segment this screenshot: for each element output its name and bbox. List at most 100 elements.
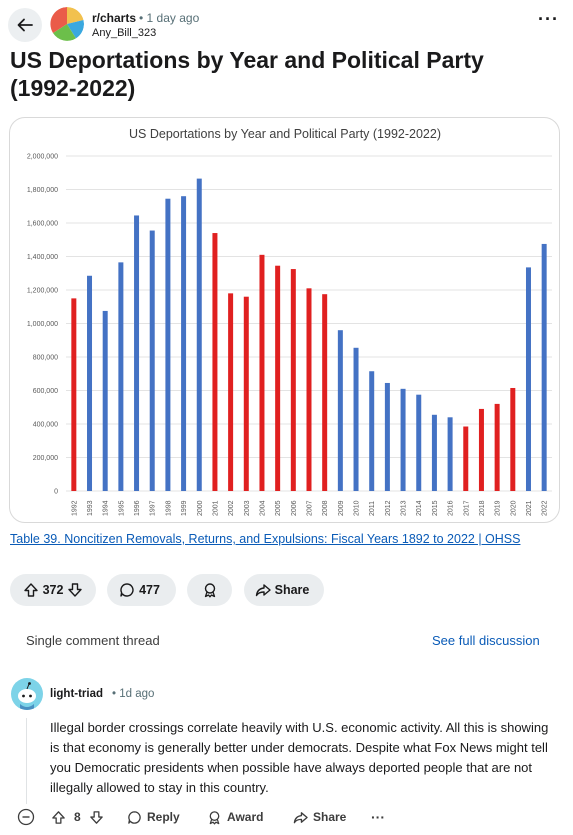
x-tick-label: 2015 bbox=[432, 500, 439, 516]
y-tick-label: 200,000 bbox=[33, 455, 58, 462]
bar-2000 bbox=[196, 178, 202, 492]
pie-chart-icon bbox=[50, 7, 84, 41]
bar-2008 bbox=[322, 294, 328, 491]
comment-downvote-button[interactable] bbox=[89, 806, 104, 828]
thread-line[interactable] bbox=[26, 718, 27, 804]
comment-upvote-button[interactable] bbox=[51, 806, 66, 828]
y-tick-label: 1,600,000 bbox=[27, 221, 58, 228]
comment-username[interactable]: light-triad bbox=[50, 688, 104, 700]
vote-count: 372 bbox=[42, 583, 64, 597]
post-actions: 372 477 Share bbox=[0, 574, 573, 608]
x-tick-label: 2014 bbox=[416, 500, 423, 516]
y-tick-label: 1,800,000 bbox=[27, 187, 58, 194]
arrow-left-icon bbox=[17, 18, 33, 32]
x-tick-label: 1994 bbox=[103, 500, 110, 516]
bar-2005 bbox=[275, 265, 281, 491]
y-tick-label: 1,200,000 bbox=[27, 288, 58, 295]
award-label: Award bbox=[227, 810, 264, 824]
bar-2022 bbox=[541, 243, 547, 491]
y-tick-label: 600,000 bbox=[33, 388, 58, 395]
bar-2009 bbox=[337, 330, 343, 491]
x-tick-label: 2011 bbox=[369, 501, 376, 516]
x-tick-label: 1998 bbox=[165, 500, 172, 516]
reply-label: Reply bbox=[147, 810, 180, 824]
comment-avatar[interactable] bbox=[11, 678, 43, 710]
y-tick-label: 2,000,000 bbox=[27, 154, 58, 161]
bar-1994 bbox=[102, 310, 108, 491]
upvote-icon bbox=[52, 810, 65, 824]
upvote-icon[interactable] bbox=[23, 582, 39, 598]
x-tick-label: 1993 bbox=[87, 500, 94, 516]
x-tick-label: 2007 bbox=[307, 500, 314, 516]
share-icon bbox=[293, 811, 308, 823]
bar-2011 bbox=[369, 371, 375, 491]
comment-award-button[interactable]: Award bbox=[207, 806, 263, 828]
downvote-icon[interactable] bbox=[67, 582, 83, 598]
y-tick-label: 800,000 bbox=[33, 355, 58, 362]
award-button[interactable] bbox=[187, 574, 232, 606]
x-tick-label: 2009 bbox=[338, 500, 345, 516]
comments-button[interactable]: 477 bbox=[107, 574, 176, 606]
award-icon bbox=[202, 582, 218, 598]
see-full-discussion-link[interactable]: See full discussion bbox=[432, 633, 540, 648]
collapse-thread-button[interactable] bbox=[17, 806, 35, 828]
y-tick-label: 400,000 bbox=[33, 422, 58, 429]
bar-2012 bbox=[384, 382, 390, 491]
bar-2004 bbox=[259, 254, 265, 491]
x-tick-label: 2010 bbox=[354, 500, 361, 516]
share-button[interactable]: Share bbox=[244, 574, 324, 606]
x-tick-label: 1999 bbox=[181, 500, 188, 516]
bar-2019 bbox=[494, 403, 500, 491]
x-tick-label: 2003 bbox=[244, 500, 251, 516]
comment-more-button[interactable]: ··· bbox=[371, 809, 385, 825]
post-header: r/charts • 1 day ago Any_Bill_323 ··· bbox=[0, 0, 573, 48]
bar-1995 bbox=[118, 262, 124, 491]
x-tick-label: 2022 bbox=[542, 500, 549, 516]
snoo-avatar-icon bbox=[18, 682, 36, 710]
comment-vote-count: 8 bbox=[74, 810, 81, 824]
x-tick-label: 2012 bbox=[385, 500, 392, 516]
x-tick-label: 2002 bbox=[228, 500, 235, 516]
comment-share-button[interactable]: Share bbox=[293, 806, 346, 828]
subreddit-name[interactable]: r/charts bbox=[92, 11, 137, 25]
comment-count: 477 bbox=[139, 583, 160, 597]
chart-image[interactable]: US Deportations by Year and Political Pa… bbox=[9, 117, 560, 523]
comment-time: • 1d ago bbox=[112, 688, 155, 700]
bar-2003 bbox=[243, 296, 249, 491]
subreddit-avatar[interactable] bbox=[50, 7, 84, 41]
x-tick-label: 1992 bbox=[71, 500, 78, 516]
share-label: Share bbox=[274, 583, 310, 597]
bar-2013 bbox=[400, 388, 406, 491]
reply-button[interactable]: Reply bbox=[127, 806, 180, 828]
comment-share-label: Share bbox=[313, 810, 347, 824]
x-tick-label: 2016 bbox=[448, 500, 455, 516]
bar-1996 bbox=[134, 215, 140, 491]
x-tick-label: 2013 bbox=[401, 500, 408, 516]
back-button[interactable] bbox=[8, 8, 42, 42]
bar-1999 bbox=[181, 196, 187, 491]
bar-1997 bbox=[149, 230, 155, 491]
x-tick-label: 1997 bbox=[150, 500, 157, 516]
collapse-icon bbox=[17, 808, 35, 826]
x-tick-label: 1995 bbox=[118, 500, 125, 516]
bar-2001 bbox=[212, 233, 218, 492]
bar-2002 bbox=[228, 293, 234, 491]
post-title: US Deportations by Year and Political Pa… bbox=[10, 47, 484, 101]
bar-2017 bbox=[463, 426, 469, 491]
x-tick-label: 2001 bbox=[212, 500, 219, 516]
comment-icon bbox=[119, 582, 135, 598]
bar-2018 bbox=[478, 408, 484, 491]
x-tick-label: 2008 bbox=[322, 500, 329, 516]
downvote-icon bbox=[90, 810, 103, 824]
x-tick-label: 2017 bbox=[463, 500, 470, 516]
x-tick-label: 2018 bbox=[479, 500, 486, 516]
thread-label: Single comment thread bbox=[26, 633, 160, 648]
more-options-icon[interactable]: ··· bbox=[538, 9, 559, 29]
x-tick-label: 2000 bbox=[197, 500, 204, 516]
bar-1992 bbox=[71, 298, 77, 491]
source-link[interactable]: Table 39. Noncitizen Removals, Returns, … bbox=[10, 532, 521, 546]
bar-2006 bbox=[290, 269, 296, 491]
post-author[interactable]: Any_Bill_323 bbox=[92, 27, 157, 39]
bar-2020 bbox=[510, 387, 516, 491]
award-icon bbox=[209, 810, 220, 824]
